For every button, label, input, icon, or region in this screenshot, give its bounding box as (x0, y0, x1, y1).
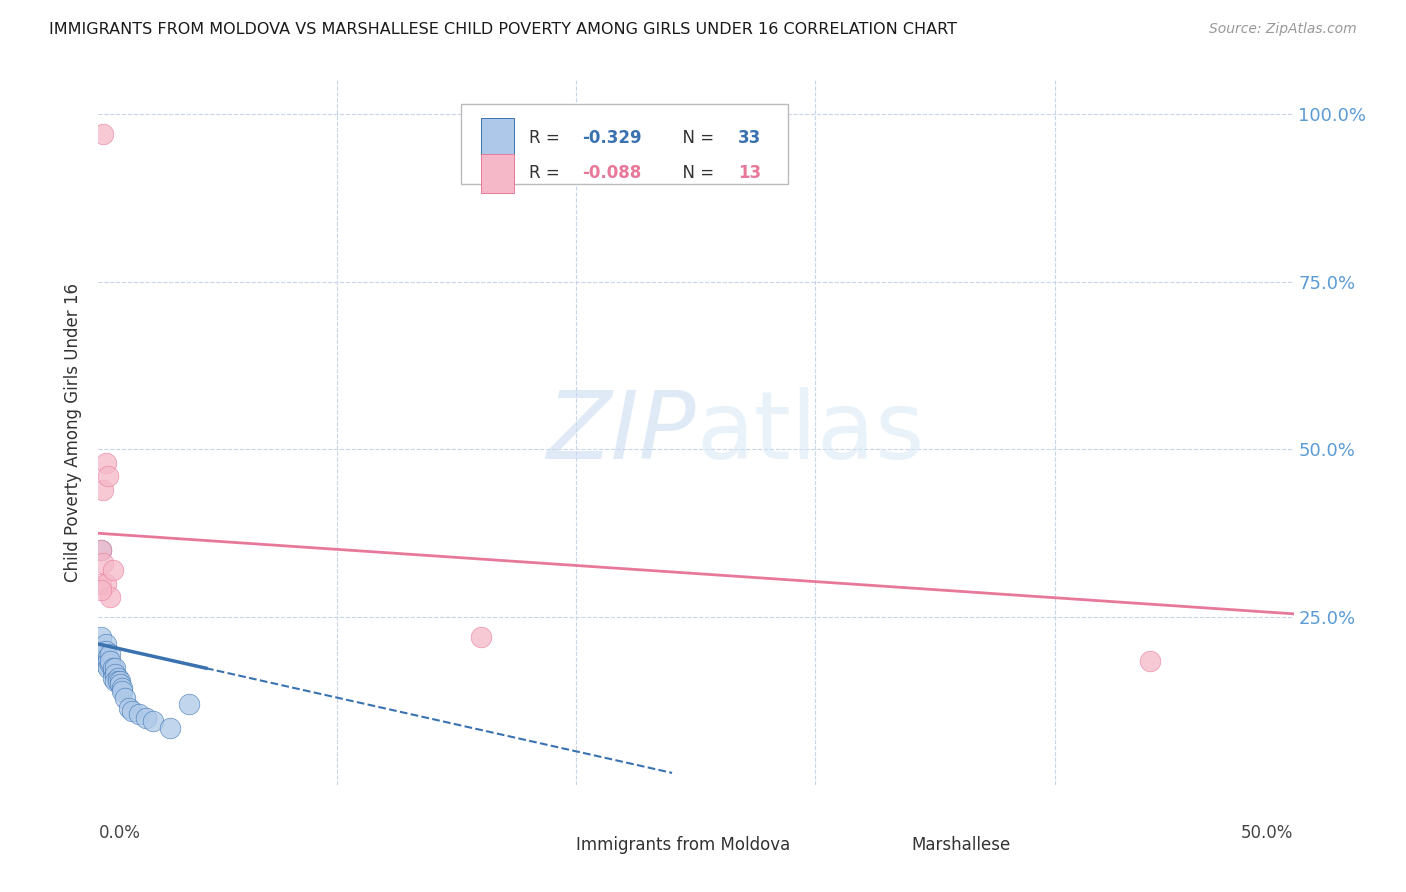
Point (108, 673, 131, 688)
Point (91, 557, 114, 571)
Point (94, 644, 117, 658)
Point (111, 684, 134, 698)
Point (90, 543, 112, 558)
Point (104, 660, 127, 674)
Point (111, 681, 134, 695)
Point (91, 127, 114, 141)
Point (94, 576, 117, 591)
Text: 33: 33 (738, 128, 761, 146)
Point (91, 483, 114, 497)
Point (114, 690, 136, 705)
Text: Immigrants from Moldova: Immigrants from Moldova (576, 836, 790, 854)
FancyBboxPatch shape (461, 103, 787, 184)
Point (94, 637, 117, 651)
Text: 50.0%: 50.0% (1241, 823, 1294, 842)
Text: R =: R = (529, 128, 565, 146)
Point (121, 704, 143, 718)
Point (108, 677, 131, 691)
Point (101, 660, 124, 674)
Text: 0.0%: 0.0% (98, 823, 141, 842)
Point (90, 576, 112, 591)
FancyBboxPatch shape (481, 118, 515, 157)
Point (142, 714, 165, 729)
Text: N =: N = (672, 128, 720, 146)
Text: Marshallese: Marshallese (911, 836, 1011, 854)
Text: N =: N = (672, 164, 720, 182)
Point (98, 654, 122, 668)
Text: Source: ZipAtlas.com: Source: ZipAtlas.com (1209, 22, 1357, 37)
Text: 13: 13 (738, 164, 761, 182)
Point (98, 657, 122, 672)
Point (91, 644, 114, 658)
Text: -0.329: -0.329 (582, 128, 643, 146)
Text: atlas: atlas (696, 386, 924, 479)
Text: IMMIGRANTS FROM MOLDOVA VS MARSHALLESE CHILD POVERTY AMONG GIRLS UNDER 16 CORREL: IMMIGRANTS FROM MOLDOVA VS MARSHALLESE C… (49, 22, 957, 37)
Point (104, 673, 127, 688)
Point (104, 667, 127, 681)
Point (101, 664, 124, 678)
Point (159, 721, 181, 735)
Point (98, 647, 122, 661)
Point (91, 650, 114, 665)
Point (135, 711, 157, 725)
Point (98, 590, 122, 604)
Point (97, 660, 120, 674)
Point (97, 654, 120, 668)
FancyBboxPatch shape (517, 830, 565, 863)
Point (90, 543, 112, 558)
Point (97, 469, 120, 483)
Point (97, 650, 120, 665)
Y-axis label: Child Poverty Among Girls Under 16: Child Poverty Among Girls Under 16 (65, 283, 83, 582)
Point (94, 456, 117, 470)
Point (128, 707, 150, 722)
Text: -0.088: -0.088 (582, 164, 641, 182)
Point (94, 657, 117, 672)
Point (90, 583, 112, 598)
Point (107, 673, 129, 688)
Point (101, 563, 124, 577)
Text: R =: R = (529, 164, 565, 182)
Point (470, 630, 492, 644)
Text: ZIP: ZIP (547, 387, 696, 478)
Point (101, 671, 124, 685)
Point (179, 698, 201, 712)
FancyBboxPatch shape (481, 153, 515, 193)
Point (90, 630, 112, 644)
Point (107, 671, 129, 685)
Point (118, 700, 141, 714)
Point (1139, 654, 1161, 668)
FancyBboxPatch shape (852, 830, 900, 863)
